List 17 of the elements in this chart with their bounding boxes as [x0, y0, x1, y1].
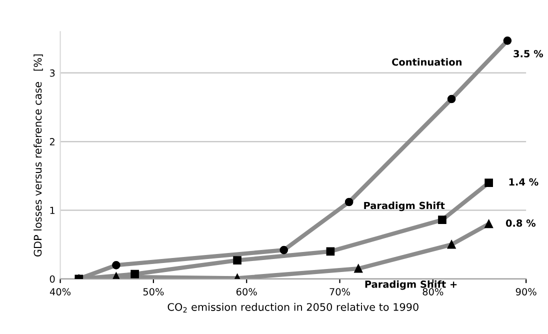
- y-tick-label: 0: [50, 275, 55, 283]
- x-tick-label: 90%: [516, 288, 536, 296]
- series-label: Paradigm Shift: [364, 202, 445, 212]
- x-tick-label: 80%: [422, 288, 444, 296]
- x-tick-label: 50%: [143, 288, 164, 296]
- x-axis-title: CO$_{2}$ emission reduction in 2050 relative to 1990: [168, 302, 418, 313]
- y-tick-label: 3: [50, 69, 55, 77]
- y-axis-title: GDP losses versus reference case [%]: [34, 54, 43, 256]
- y-tick-label: 2: [50, 138, 54, 146]
- data-label: 1.4 %: [509, 178, 538, 186]
- x-tick-label: 40%: [50, 288, 71, 296]
- y-tick-label: 1: [50, 206, 55, 214]
- x-tick-label: 60%: [236, 288, 257, 296]
- x-tick-label: 70%: [330, 288, 350, 296]
- data-label: 3.5 %: [514, 50, 544, 58]
- data-label: 0.8 %: [506, 219, 536, 227]
- series-label: Continuation: [392, 58, 462, 66]
